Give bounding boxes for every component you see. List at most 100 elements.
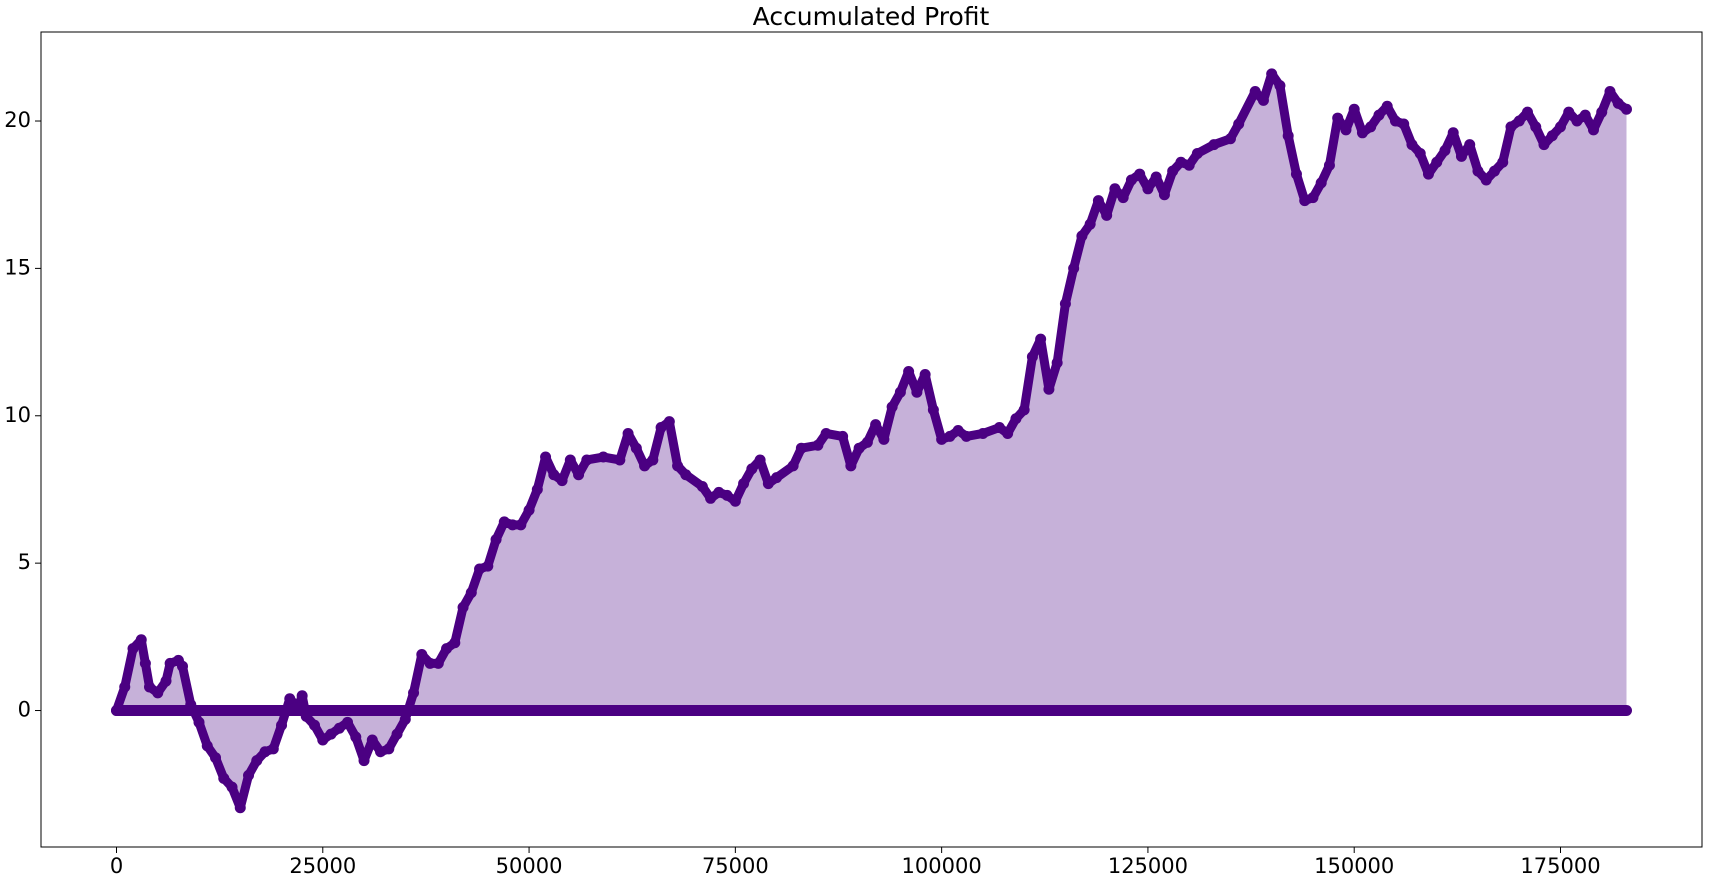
point [1587,124,1599,136]
point [680,469,692,481]
point [993,422,1005,434]
x-tick-label: 100000 [902,854,982,878]
point [1059,298,1071,310]
point [234,802,246,814]
point [861,436,873,448]
point [1257,94,1269,106]
point [1084,218,1096,230]
point [597,451,609,463]
point [1612,97,1624,109]
point [1373,109,1385,121]
point [894,386,906,398]
point [1513,115,1525,127]
x-tick-label: 125000 [1108,854,1188,878]
point [977,427,989,439]
point [177,660,189,672]
point [762,478,774,490]
point [482,560,494,572]
point [1282,130,1294,142]
point [1455,150,1467,162]
point [432,657,444,669]
point [1109,183,1121,195]
point [548,469,560,481]
point [787,460,799,472]
point [870,419,882,431]
point [729,495,741,507]
point [139,657,151,669]
point [1035,333,1047,345]
point [243,769,255,781]
point [1323,159,1335,171]
point [1431,156,1443,168]
point [639,460,651,472]
point [226,781,238,793]
y-tick-label: 15 [4,255,31,279]
point [713,486,725,498]
point [358,755,370,767]
point [465,587,477,599]
point [1175,156,1187,168]
point [845,460,857,472]
point [927,404,939,416]
point [160,675,172,687]
point [1076,230,1088,242]
point [1579,109,1591,121]
point [1266,68,1278,80]
point [1447,127,1459,139]
point [193,716,205,728]
point [630,442,642,454]
x-tick-label: 25000 [289,854,356,878]
x-tick-label: 150000 [1314,854,1394,878]
point [919,369,931,381]
point [1134,168,1146,180]
point [391,728,403,740]
point [1439,144,1451,156]
point [1051,357,1063,369]
point [820,427,832,439]
point [1307,192,1319,204]
point [276,719,288,731]
point [1043,383,1055,395]
point [853,442,865,454]
point [523,504,535,516]
y-tick-label: 0 [18,698,31,722]
point [1224,133,1236,145]
x-tick-label: 75000 [702,854,769,878]
point [284,693,296,705]
point [952,425,964,437]
point [1183,159,1195,171]
point [1422,168,1434,180]
point [416,649,428,661]
point [738,478,750,490]
point [1002,427,1014,439]
point [399,713,411,725]
point [267,743,279,755]
point [309,719,321,731]
chart-title: Accumulated Profit [753,2,990,31]
point [696,481,708,493]
point [342,716,354,728]
point [663,416,675,428]
point [490,534,502,546]
point [1596,106,1608,118]
point [1381,100,1393,112]
point [135,634,147,646]
point [1406,139,1418,151]
point [1233,118,1245,130]
point [1521,106,1533,118]
x-tick-label: 0 [110,854,123,878]
point [218,772,230,784]
point [581,454,593,466]
point [498,516,510,528]
point [1101,209,1113,221]
point [424,657,436,669]
y-tick-label: 20 [4,108,31,132]
point [1167,165,1179,177]
point [1554,121,1566,133]
plot-frame [40,31,1703,848]
point [795,442,807,454]
point [1389,115,1401,127]
point [515,519,527,531]
point [210,752,222,764]
point [1191,147,1203,159]
